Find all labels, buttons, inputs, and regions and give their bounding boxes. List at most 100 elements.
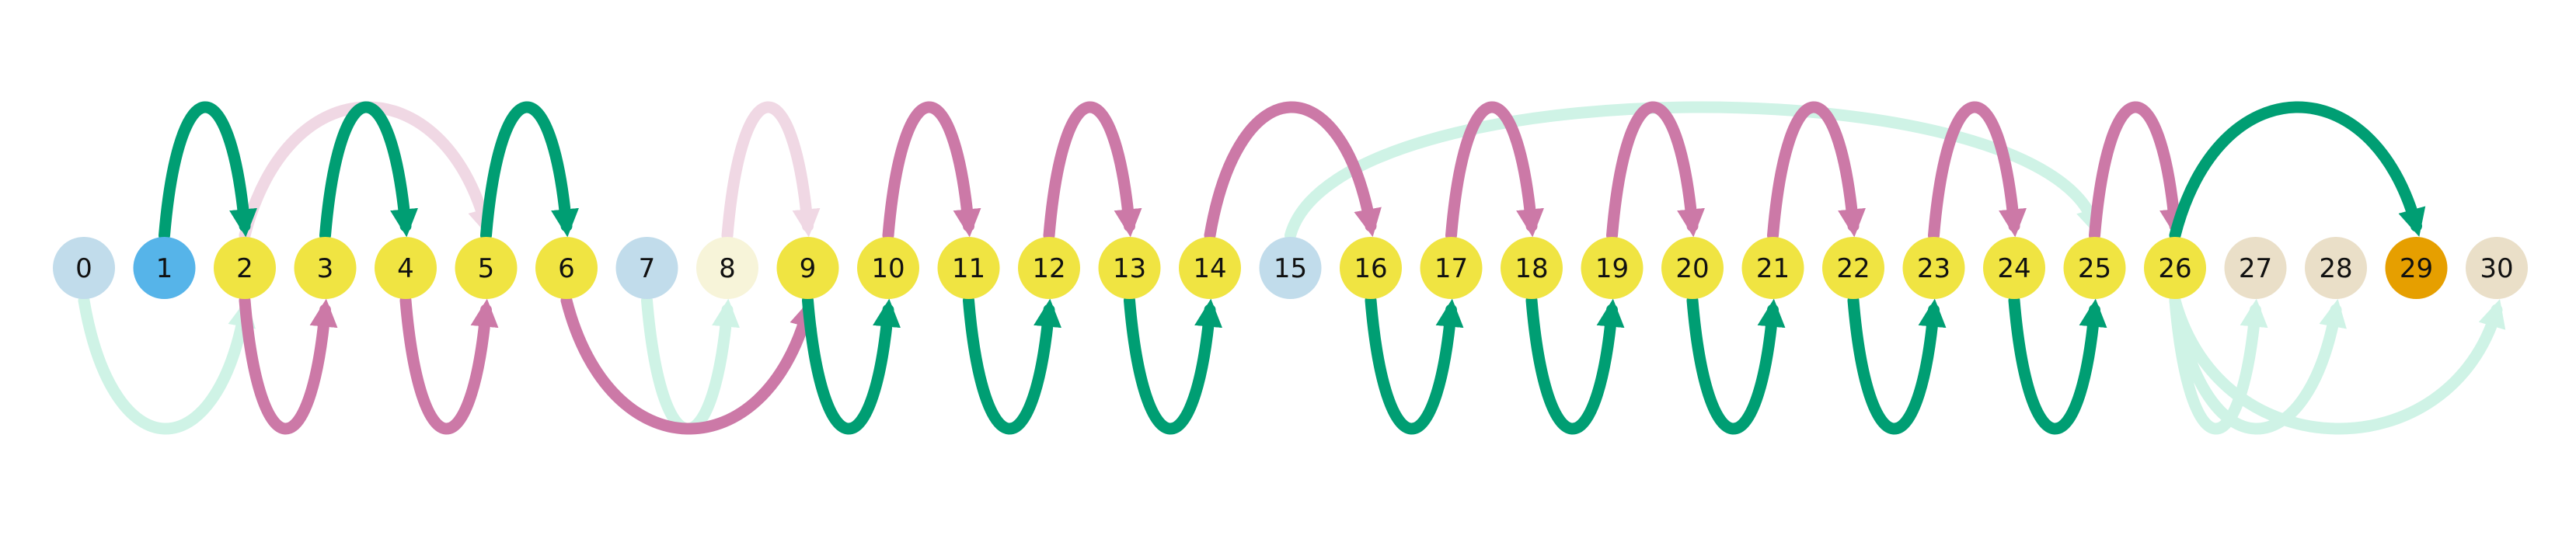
node-circle (1420, 237, 1483, 299)
arc-21-to-22 (1767, 101, 1866, 242)
node-circle (2144, 237, 2206, 299)
node-label: 13 (1113, 253, 1146, 284)
node-circle (53, 237, 115, 299)
arc-24-to-25 (2008, 294, 2107, 435)
node-label: 0 (75, 253, 92, 284)
node-label: 29 (2400, 253, 2433, 284)
node-19: 19 (1581, 237, 1644, 299)
node-2: 2 (214, 237, 276, 299)
node-label: 20 (1675, 253, 1709, 284)
node-label: 27 (2239, 253, 2272, 284)
node-23: 23 (1902, 237, 1965, 299)
node-16: 16 (1340, 237, 1402, 299)
node-circle (1098, 237, 1161, 299)
node-circle (937, 237, 1000, 299)
node-label: 23 (1917, 253, 1950, 284)
node-12: 12 (1018, 237, 1080, 299)
arc-26-to-30 (2169, 294, 2506, 435)
node-8: 8 (696, 237, 758, 299)
arc-6-to-9 (560, 294, 817, 435)
node-28: 28 (2305, 237, 2367, 299)
node-circle (1902, 237, 1965, 299)
node-label: 7 (639, 253, 656, 284)
node-circle (2305, 237, 2367, 299)
node-label: 28 (2319, 253, 2352, 284)
node-label: 5 (478, 253, 495, 284)
node-circle (1822, 237, 1884, 299)
nodes-layer: 0 1 2 3 4 5 6 7 8 9 10 11 12 13 14 15 16 17 18 19 20 21 22 23 24… (53, 237, 2528, 299)
arc-2-to-3 (239, 294, 338, 435)
node-label: 10 (871, 253, 905, 284)
node-label: 17 (1434, 253, 1468, 284)
node-0: 0 (53, 237, 115, 299)
arc-12-to-13 (1043, 101, 1142, 242)
node-label: 15 (1274, 253, 1307, 284)
node-circle (615, 237, 678, 299)
arcs-layer (78, 101, 2506, 435)
node-label: 11 (952, 253, 985, 284)
arc-17-to-18 (1445, 101, 1544, 242)
node-22: 22 (1822, 237, 1884, 299)
arc-19-to-20 (1606, 101, 1705, 242)
arc-5-to-6 (480, 101, 579, 242)
node-label: 3 (317, 253, 334, 284)
node-label: 26 (2158, 253, 2191, 284)
node-24: 24 (1983, 237, 2045, 299)
node-circle (1179, 237, 1241, 299)
node-circle (1018, 237, 1080, 299)
node-circle (455, 237, 518, 299)
arc-18-to-19 (1525, 294, 1625, 435)
node-9: 9 (776, 237, 839, 299)
node-circle (535, 237, 598, 299)
arc-23-to-24 (1928, 101, 2027, 242)
arc-3-to-4 (319, 101, 418, 242)
node-label: 8 (719, 253, 736, 284)
node-5: 5 (455, 237, 518, 299)
node-circle (133, 237, 196, 299)
node-label: 2 (236, 253, 253, 284)
node-label: 30 (2480, 253, 2513, 284)
node-circle (1741, 237, 1804, 299)
node-4: 4 (375, 237, 437, 299)
arc-4-to-5 (399, 294, 499, 435)
arc-22-to-23 (1847, 294, 1947, 435)
node-6: 6 (535, 237, 598, 299)
node-1: 1 (133, 237, 196, 299)
arc-13-to-14 (1124, 294, 1222, 435)
node-circle (1259, 237, 1322, 299)
node-circle (857, 237, 919, 299)
arc-26-to-28 (2169, 294, 2347, 435)
node-label: 12 (1032, 253, 1065, 284)
node-25: 25 (2063, 237, 2126, 299)
node-label: 18 (1515, 253, 1548, 284)
node-29: 29 (2385, 237, 2448, 299)
arc-26-to-27 (2169, 294, 2268, 435)
arc-20-to-21 (1686, 294, 1786, 435)
node-18: 18 (1501, 237, 1563, 299)
arc-14-to-16 (1204, 101, 1382, 242)
node-27: 27 (2224, 237, 2287, 299)
node-7: 7 (615, 237, 678, 299)
arc-25-to-26 (2089, 101, 2187, 242)
node-circle (1983, 237, 2045, 299)
node-3: 3 (294, 237, 357, 299)
node-circle (2224, 237, 2287, 299)
arc-0-to-2 (78, 294, 256, 435)
node-10: 10 (857, 237, 919, 299)
node-11: 11 (937, 237, 1000, 299)
arc-26-to-29 (2169, 101, 2426, 242)
node-circle (1501, 237, 1563, 299)
node-17: 17 (1420, 237, 1483, 299)
node-circle (2466, 237, 2528, 299)
node-circle (375, 237, 437, 299)
node-label: 22 (1836, 253, 1870, 284)
node-label: 4 (397, 253, 414, 284)
arc-16-to-17 (1365, 294, 1464, 435)
node-15: 15 (1259, 237, 1322, 299)
arc-2-to-5 (239, 101, 496, 242)
arc-10-to-11 (882, 101, 981, 242)
node-circle (294, 237, 357, 299)
node-circle (2385, 237, 2448, 299)
node-label: 1 (156, 253, 173, 284)
